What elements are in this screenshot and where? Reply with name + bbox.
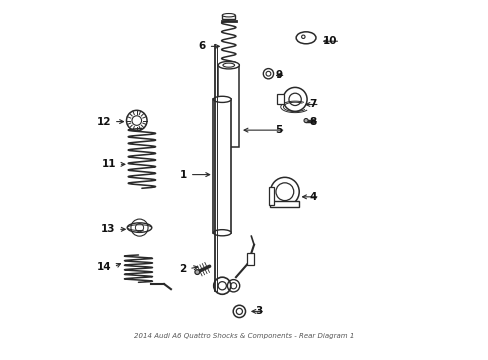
Text: 14: 14 xyxy=(96,262,111,272)
Text: 5: 5 xyxy=(275,125,282,135)
Text: 2014 Audi A6 Quattro Shocks & Components - Rear Diagram 1: 2014 Audi A6 Quattro Shocks & Components… xyxy=(134,333,354,339)
Ellipse shape xyxy=(127,223,151,233)
Ellipse shape xyxy=(223,63,234,67)
FancyBboxPatch shape xyxy=(269,186,273,205)
Text: 9: 9 xyxy=(275,71,282,80)
Text: 13: 13 xyxy=(101,224,115,234)
Text: 8: 8 xyxy=(308,117,316,127)
Circle shape xyxy=(195,270,199,274)
Ellipse shape xyxy=(213,230,231,236)
Ellipse shape xyxy=(296,32,315,44)
Bar xyxy=(213,99,231,233)
Ellipse shape xyxy=(213,96,231,103)
Text: 10: 10 xyxy=(323,36,337,46)
Text: 6: 6 xyxy=(198,41,205,51)
Circle shape xyxy=(304,118,307,123)
Text: 7: 7 xyxy=(309,99,316,109)
Ellipse shape xyxy=(218,62,239,69)
Text: 3: 3 xyxy=(255,306,262,316)
FancyBboxPatch shape xyxy=(277,94,284,104)
Text: 1: 1 xyxy=(180,170,187,180)
Bar xyxy=(222,15,235,19)
Bar xyxy=(218,65,239,147)
Text: 4: 4 xyxy=(309,192,316,202)
Bar xyxy=(270,201,299,207)
Text: 12: 12 xyxy=(97,117,111,127)
Ellipse shape xyxy=(222,14,235,17)
Text: 2: 2 xyxy=(179,264,186,274)
Bar xyxy=(246,253,254,265)
Text: 11: 11 xyxy=(101,159,116,169)
